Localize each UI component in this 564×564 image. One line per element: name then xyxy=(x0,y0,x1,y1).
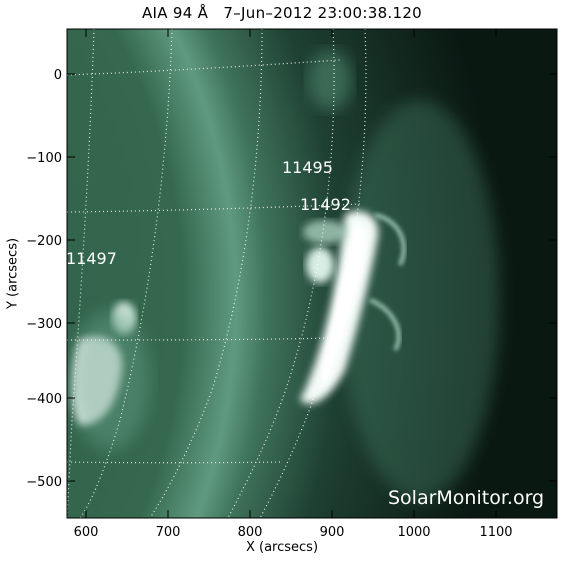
x-tick-label: 900 xyxy=(320,525,345,540)
active-region-label: 11492 xyxy=(300,195,351,214)
y-tick-label: −200 xyxy=(26,234,62,249)
sun-image xyxy=(67,29,557,518)
x-tick-label: 600 xyxy=(74,525,99,540)
x-tick-label: 800 xyxy=(238,525,263,540)
active-region-label: 11497 xyxy=(66,249,117,268)
image-title: AIA 94 Å 7–Jun–2012 23:00:38.120 xyxy=(141,4,423,22)
y-tick-label: 0 xyxy=(54,68,62,83)
y-axis-label: Y (arcsecs) xyxy=(5,237,21,310)
y-tick-label: −500 xyxy=(26,475,62,490)
active-region-label: 11495 xyxy=(282,158,333,177)
x-tick-label: 1100 xyxy=(479,525,512,540)
x-tick-label: 700 xyxy=(156,525,181,540)
x-axis-label: X (arcsecs) xyxy=(245,540,319,555)
y-tick-label: −300 xyxy=(26,317,62,332)
y-tick-label: −100 xyxy=(26,151,62,166)
credit-watermark: SolarMonitor.org xyxy=(388,487,544,509)
x-tick-label: 1000 xyxy=(397,525,430,540)
y-tick-label: −400 xyxy=(26,392,62,407)
axis-ticks xyxy=(67,29,557,518)
